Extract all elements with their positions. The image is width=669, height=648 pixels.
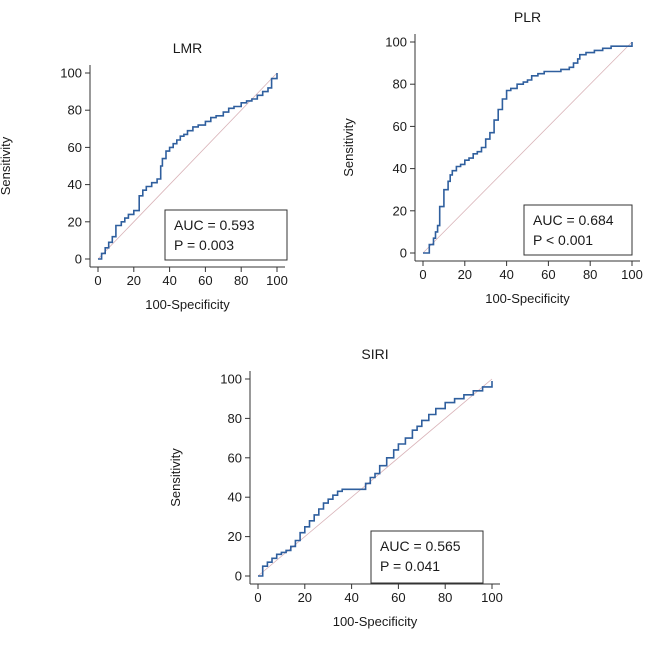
roc-curve-plr <box>423 42 633 254</box>
roc-curve-lmr <box>98 73 278 260</box>
y-tick-label: 0 <box>400 246 407 261</box>
y-tick-label: 20 <box>68 214 82 229</box>
x-tick-label: 80 <box>438 590 452 605</box>
x-tick-label: 100 <box>481 590 503 605</box>
x-tick-label: 80 <box>583 267 597 282</box>
y-axis-label: Sensitivity <box>341 118 356 177</box>
y-tick-label: 40 <box>228 490 242 505</box>
chart-title: PLR <box>514 9 541 25</box>
x-tick-label: 100 <box>266 273 288 288</box>
y-tick-label: 100 <box>220 372 242 387</box>
x-tick-label: 0 <box>419 267 426 282</box>
roc-panel-lmr: LMR 0 0 20 20 40 40 60 60 80 80 100 100 100-Specifici… <box>0 5 305 325</box>
auc-value-label: AUC = 0.593 <box>174 217 255 233</box>
reference-diagonal-line <box>97 72 278 260</box>
x-tick-label: 60 <box>391 590 405 605</box>
y-tick-label: 100 <box>385 35 407 50</box>
roc-chart-siri: SIRI 00 20 20 40 40 60 60 80 80 100 100 100-Specific… <box>168 346 503 629</box>
x-tick-label: 20 <box>298 590 312 605</box>
y-axis-label: Sensitivity <box>0 136 13 195</box>
x-axis-label: 100-Specificity <box>145 297 230 312</box>
x-tick-label: 60 <box>541 267 555 282</box>
roc-chart-lmr: LMR 00 20 20 40 40 60 60 80 80 100 100 100-Specifici… <box>0 40 288 312</box>
y-tick-label: 80 <box>228 411 242 426</box>
roc-curve-siri <box>258 381 493 577</box>
y-tick-label: 0 <box>75 252 82 267</box>
y-tick-label: 60 <box>228 450 242 465</box>
y-tick-label: 40 <box>68 177 82 192</box>
chart-title: LMR <box>173 40 203 56</box>
auc-value-label: AUC = 0.684 <box>533 212 614 228</box>
y-tick-label: 20 <box>393 203 407 218</box>
p-value-label: P = 0.041 <box>380 558 440 574</box>
x-tick-label: 20 <box>127 273 141 288</box>
y-tick-label: 80 <box>68 103 82 118</box>
x-tick-label: 40 <box>162 273 176 288</box>
chart-title: SIRI <box>361 346 388 362</box>
x-axis-label: 100-Specificity <box>485 291 570 306</box>
y-tick-label: 0 <box>235 569 242 584</box>
y-tick-label: 60 <box>68 140 82 155</box>
reference-diagonal-line <box>422 41 633 254</box>
y-tick-label: 80 <box>393 77 407 92</box>
y-tick-label: 40 <box>393 161 407 176</box>
x-tick-label: 0 <box>254 590 261 605</box>
roc-panel-siri: SIRI 0 0 20 20 40 40 60 60 80 80 100 100 100-Specific… <box>150 325 530 648</box>
x-tick-label: 20 <box>458 267 472 282</box>
x-axis-label: 100-Specificity <box>333 614 418 629</box>
p-value-label: P < 0.001 <box>533 232 593 248</box>
p-value-label: P = 0.003 <box>174 237 234 253</box>
x-tick-label: 40 <box>344 590 358 605</box>
x-tick-label: 60 <box>198 273 212 288</box>
auc-annotation-box <box>370 530 484 584</box>
y-tick-label: 20 <box>228 529 242 544</box>
auc-annotation-box <box>523 204 633 256</box>
x-tick-label: 0 <box>94 273 101 288</box>
auc-annotation-box <box>164 209 288 261</box>
x-tick-label: 80 <box>234 273 248 288</box>
roc-panel-plr: PLR 0 0 20 20 40 40 60 60 80 80 100 100 100-Specifici… <box>335 0 669 325</box>
y-tick-label: 100 <box>60 66 82 81</box>
y-tick-label: 60 <box>393 119 407 134</box>
y-axis-label: Sensitivity <box>168 448 183 507</box>
x-tick-label: 100 <box>621 267 643 282</box>
roc-chart-plr: PLR 00 20 20 40 40 60 60 80 80 100 100 100-Specifici… <box>341 9 643 306</box>
x-tick-label: 40 <box>499 267 513 282</box>
auc-value-label: AUC = 0.565 <box>380 538 461 554</box>
